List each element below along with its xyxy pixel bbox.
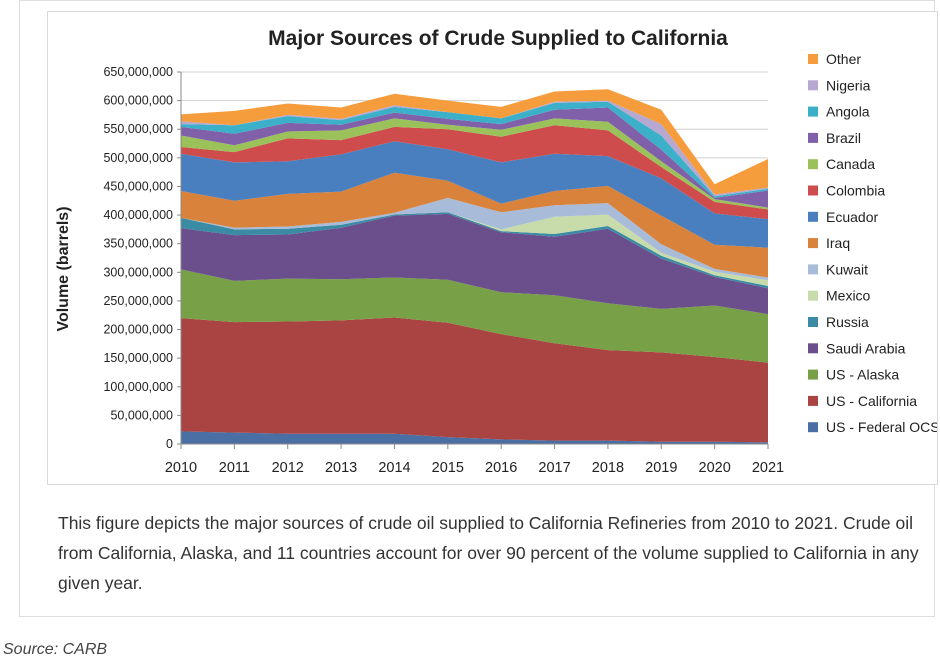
legend-swatch-mexico [808,290,818,301]
x-tick-label: 2020 [699,460,731,476]
legend-swatch-kuwait [808,264,818,275]
legend-swatch-us-federal-ocs [808,422,818,433]
y-tick-label: 400,000,000 [103,208,173,222]
y-tick-label: 150,000,000 [103,351,173,365]
area-series-kuwait [181,197,768,281]
x-tick-label: 2011 [219,460,250,476]
area-series-iraq [181,172,768,278]
legend-swatch-russia [808,317,818,327]
legend-swatch-us-alaska [808,369,818,380]
legend-label-kuwait: Kuwait [826,261,868,277]
legend-swatch-us-california [808,395,818,406]
legend-label-iraq: Iraq [826,235,850,251]
legend-label-canada: Canada [826,156,875,172]
legend-label-nigeria: Nigeria [826,77,871,93]
x-tick-label: 2014 [378,460,410,476]
legend-label-us-california: US - California [826,393,917,409]
chart-title: Major Sources of Crude Supplied to Calif… [268,27,728,50]
source-note: Source: CARB [3,641,108,658]
x-tick-label: 2012 [272,460,304,476]
y-tick-label: 600,000,000 [103,94,173,108]
figure-caption: This figure depicts the major sources of… [58,513,919,593]
legend: Other Nigeria Angola Brazil Canada Colombia Ec… [808,51,937,435]
y-tick-label: 250,000,000 [103,294,173,308]
y-tick-label: 550,000,000 [103,122,173,136]
legend-label-angola: Angola [826,104,870,120]
area-series-us-alaska [181,269,768,363]
y-tick-label: 650,000,000 [103,65,173,79]
legend-label-us-federal-ocs: US - Federal OCS [826,419,937,435]
legend-swatch-angola [808,106,818,117]
legend-swatch-brazil [808,132,818,143]
area-series-ecuador [181,141,768,248]
legend-swatch-other [808,54,818,64]
stacked-area-chart: Major Sources of Crude Supplied to Calif… [55,27,937,476]
x-tick-label: 2019 [645,460,677,476]
y-tick-label: 500,000,000 [103,151,173,165]
area-series-colombia [181,125,768,220]
y-tick-label: 0 [166,437,173,451]
area-series-layer [181,89,768,444]
x-tick-label: 2018 [592,460,624,476]
legend-label-russia: Russia [826,314,869,330]
legend-swatch-iraq [808,238,818,249]
area-series-angola [181,101,768,198]
y-tick-label: 450,000,000 [103,179,173,193]
area-series-us-federal-ocs [181,431,768,444]
area-series-russia [181,212,768,289]
y-axis-label: Volume (barrels) [55,206,72,331]
y-tick-label: 350,000,000 [103,237,173,251]
legend-label-colombia: Colombia [826,183,885,199]
chart-frame: Major Sources of Crude Supplied to Calif… [47,11,938,485]
legend-label-brazil: Brazil [826,130,861,146]
legend-swatch-ecuador [808,211,818,222]
legend-swatch-colombia [808,185,818,196]
area-series-saudi-arabia [181,213,768,315]
legend-swatch-saudi-arabia [808,343,818,354]
axes [177,71,769,449]
x-tick-label: 2021 [752,460,784,476]
legend-label-mexico: Mexico [826,288,871,304]
legend-label-us-alaska: US - Alaska [826,367,899,383]
y-tick-label: 300,000,000 [103,265,173,279]
area-series-us-california [181,317,768,443]
x-tick-label: 2015 [432,460,464,476]
y-tick-label: 100,000,000 [103,380,173,394]
figure-card: Major Sources of Crude Supplied to Calif… [19,0,938,617]
area-series-other [181,89,768,195]
y-tick-label: 50,000,000 [110,408,173,422]
x-tick-labels: 2010 2011 2012 2013 2014 2015 2016 2017 2018 2019… [165,460,784,476]
x-tick-label: 2016 [485,460,517,476]
legend-label-other: Other [826,51,861,67]
y-tick-labels: 0 50,000,000 100,000,000 150,000,000 200,000… [103,65,173,451]
x-tick-label: 2017 [538,460,570,476]
x-tick-label: 2013 [325,460,357,476]
legend-swatch-canada [808,159,818,170]
legend-label-saudi-arabia: Saudi Arabia [826,340,906,356]
legend-swatch-nigeria [808,80,818,91]
y-tick-label: 200,000,000 [103,323,173,337]
legend-label-ecuador: Ecuador [826,209,878,225]
area-series-mexico [181,212,768,286]
x-tick-label: 2010 [165,460,197,476]
